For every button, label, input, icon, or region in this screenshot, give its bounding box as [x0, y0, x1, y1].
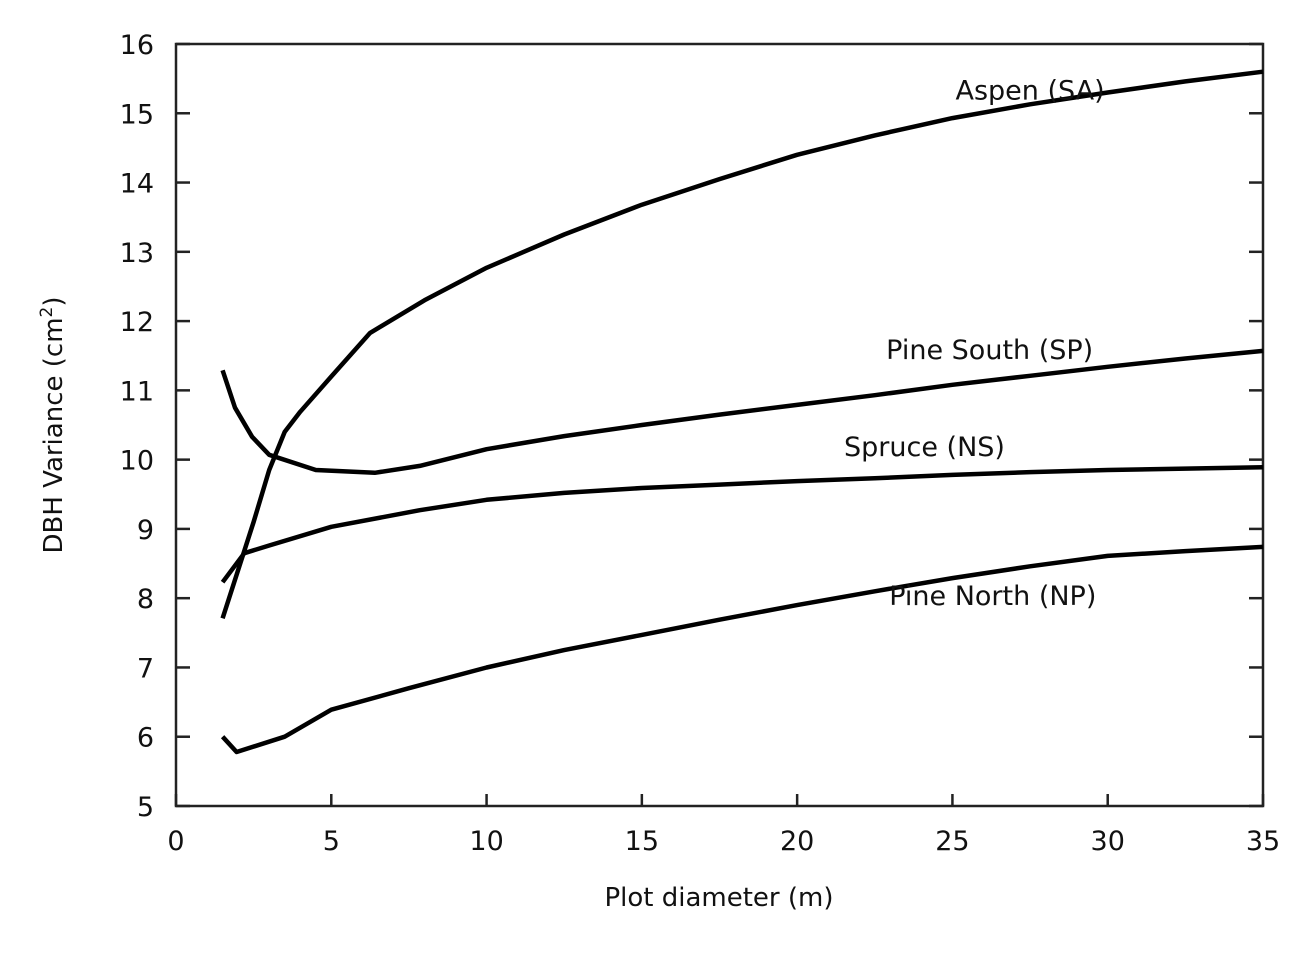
y-tick-label: 12	[120, 307, 154, 338]
series-labels: Aspen (SA) Pine South (SP) Spruce (NS) Pine…	[844, 75, 1105, 612]
x-tick-label: 0	[167, 826, 184, 857]
y-tick-label: 10	[120, 446, 154, 477]
y-tick-label: 16	[120, 30, 154, 61]
x-tick-label: 10	[469, 826, 503, 857]
series-line-pine-south-sp	[220, 348, 1264, 476]
y-tick-label: 13	[120, 238, 154, 269]
x-tick-label: 25	[935, 826, 969, 857]
x-tick-label: 20	[780, 826, 814, 857]
series-label: Pine South (SP)	[886, 335, 1093, 366]
series-line-spruce-ns	[220, 465, 1264, 584]
y-tick-label: 5	[137, 792, 154, 823]
y-tick-label: 6	[137, 723, 154, 754]
y-tick-label: 9	[137, 515, 154, 546]
x-axis-title: Plot diameter (m)	[604, 883, 833, 913]
series-line-aspen-sa	[220, 69, 1264, 619]
y-tick-label: 15	[120, 99, 154, 130]
x-tick-label: 5	[323, 826, 340, 857]
y-tick-label: 14	[120, 169, 154, 200]
x-tick-label: 30	[1091, 826, 1125, 857]
series-label: Pine North (NP)	[889, 581, 1096, 612]
x-tick-label: 35	[1246, 826, 1280, 857]
y-tick-label: 7	[137, 653, 154, 684]
series-line-pine-north-np	[220, 544, 1264, 755]
series-label: Aspen (SA)	[955, 75, 1104, 106]
x-tick-label: 15	[625, 826, 659, 857]
series-lines	[220, 69, 1264, 755]
series-label: Spruce (NS)	[844, 432, 1005, 463]
y-tick-label: 11	[120, 376, 154, 407]
plot-frame	[174, 42, 1265, 808]
y-axis-title: DBH Variance (cm2)	[37, 296, 69, 553]
y-tick-label: 8	[137, 584, 154, 615]
